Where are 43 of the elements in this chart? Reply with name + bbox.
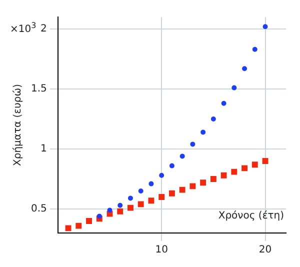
point: [148, 181, 154, 186]
y-axis-title: Χρήματα (ευρώ): [12, 84, 24, 166]
point: [221, 100, 226, 106]
point: [159, 172, 164, 178]
point: [232, 85, 237, 90]
point: [180, 154, 185, 159]
point: [262, 158, 268, 164]
point: [220, 172, 227, 178]
point: [231, 168, 238, 175]
point: [262, 24, 268, 30]
point: [65, 225, 72, 232]
y-tick-label: 2: [40, 24, 47, 35]
point: [179, 186, 186, 193]
point: [128, 204, 134, 211]
point: [190, 183, 196, 190]
point: [252, 162, 258, 168]
point: [138, 188, 144, 194]
y-tick-label: 0.5: [30, 204, 47, 215]
point: [138, 201, 144, 208]
point: [169, 163, 174, 168]
point: [86, 218, 92, 224]
point: [242, 66, 248, 72]
point: [190, 142, 196, 147]
point: [158, 194, 165, 200]
point: [210, 176, 216, 182]
point: [200, 180, 206, 186]
point: [117, 208, 124, 214]
y-tick-label: 1.5: [30, 84, 47, 95]
point: [107, 208, 112, 213]
point: [118, 202, 123, 208]
point: [96, 214, 102, 219]
point: [242, 165, 248, 172]
point: [252, 46, 258, 52]
point: [168, 190, 175, 196]
point: [148, 198, 154, 204]
x-axis-title: Χρόνος (έτη): [218, 210, 284, 222]
point: [210, 116, 216, 122]
x-tick-label: 20: [258, 244, 272, 256]
x-tick-label: 10: [155, 244, 168, 256]
point: [200, 130, 206, 135]
y-tick-label: 1: [40, 144, 47, 155]
point: [128, 196, 133, 201]
point: [76, 222, 82, 229]
